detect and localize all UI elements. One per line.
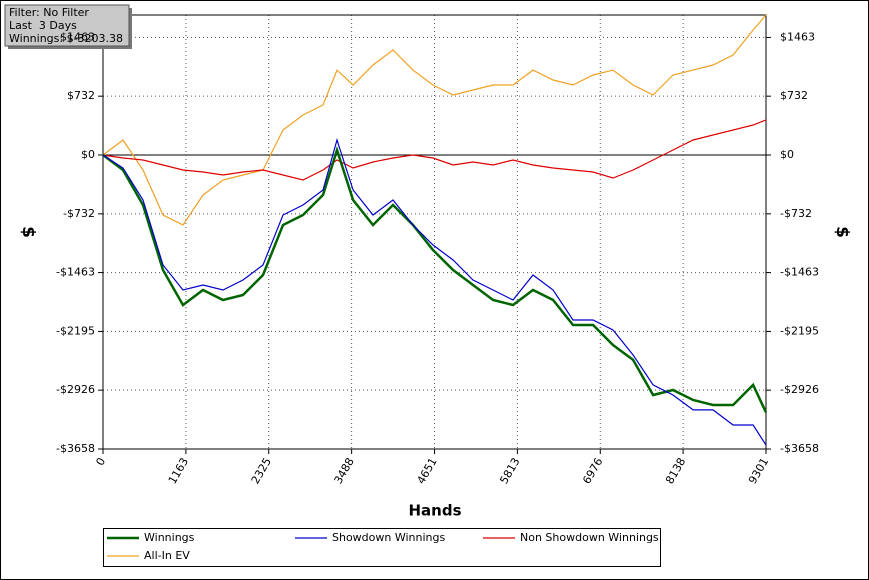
legend-label: Non Showdown Winnings <box>520 531 659 544</box>
info-line: Winnings: $-3203.38 <box>9 32 123 45</box>
legend-label: Winnings <box>144 531 195 544</box>
y-tick-label: -$2195 <box>56 324 95 337</box>
plot-area <box>98 14 771 454</box>
y2-tick-label: -$732 <box>780 207 812 220</box>
series-line <box>102 145 768 413</box>
legend-label: Showdown Winnings <box>332 531 446 544</box>
y-tick-label: -$2926 <box>56 383 95 396</box>
y2-axis-label: $ <box>832 226 852 238</box>
y-tick-label: $1463 <box>60 30 95 43</box>
plot-border <box>102 14 767 450</box>
series-line <box>102 14 767 226</box>
legend-box <box>103 528 661 567</box>
info-line: Last 3 Days <box>9 19 77 32</box>
info-line: Filter: No Filter <box>9 6 89 19</box>
y-tick-label: $732 <box>67 89 95 102</box>
y2-tick-label: $1463 <box>780 30 815 43</box>
y2-tick-label: -$3658 <box>780 442 819 455</box>
y-tick-label: $0 <box>81 148 95 161</box>
info-box: Filter: No Filter Last 3 Days Winnings: … <box>4 4 132 49</box>
y-axis-label: $ <box>18 226 38 238</box>
y-tick-label: -$3658 <box>56 442 95 455</box>
y2-tick-label: -$1463 <box>780 266 819 279</box>
y2-tick-label: $0 <box>780 148 794 161</box>
info-panel <box>4 4 130 47</box>
series-line <box>102 137 767 446</box>
series-line <box>102 119 767 181</box>
y2-tick-label: -$2926 <box>780 383 819 396</box>
y2-tick-label: -$2195 <box>780 324 819 337</box>
y-tick-label: -$732 <box>63 207 95 220</box>
y2-tick-label: $732 <box>780 89 808 102</box>
x-axis-label: Hands <box>408 502 461 520</box>
legend-label: All-In EV <box>144 549 190 562</box>
y-tick-label: -$1463 <box>56 266 95 279</box>
